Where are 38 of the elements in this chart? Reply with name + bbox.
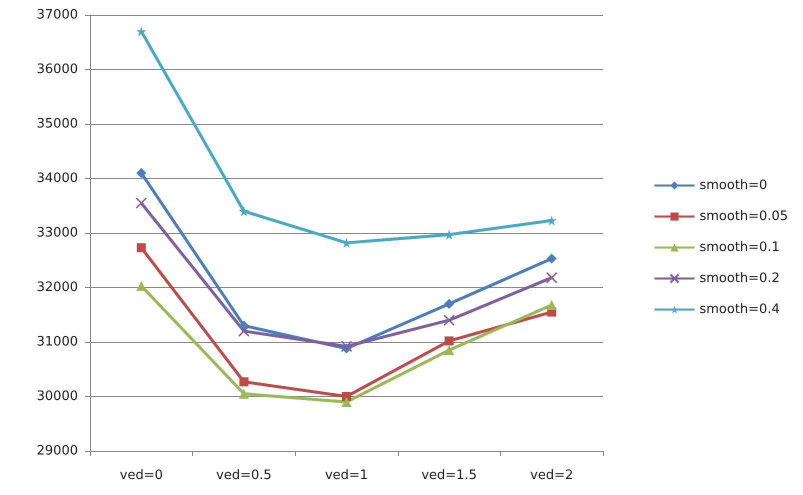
- point: [136, 243, 146, 252]
- y-tick-label: 35000: [36, 116, 78, 132]
- point: [238, 206, 249, 216]
- point: [342, 396, 352, 407]
- y-tick-label: 31000: [36, 334, 78, 350]
- point: [340, 340, 352, 352]
- point: [546, 300, 557, 310]
- legend-label: smooth=0.2: [699, 271, 780, 286]
- point: [443, 314, 455, 326]
- point: [238, 325, 250, 337]
- point: [342, 392, 351, 401]
- y-tick-label: 34000: [36, 171, 78, 186]
- y-tick-label: 36000: [36, 62, 78, 77]
- point: [546, 215, 557, 226]
- y-tick-label: 33000: [36, 226, 78, 240]
- y-tick-label: 37000: [36, 8, 78, 22]
- legend-label: smooth=0: [699, 178, 768, 193]
- point: [136, 26, 146, 36]
- x-tick-label: ved=1: [324, 468, 368, 483]
- point: [239, 377, 248, 386]
- x-tick-label: ved=0: [120, 468, 163, 483]
- point: [546, 272, 558, 284]
- point: [444, 345, 454, 356]
- y-tick-label: 32000: [36, 280, 78, 295]
- point: [136, 197, 148, 209]
- legend-label: smooth=0.1: [699, 240, 780, 255]
- point: [136, 168, 146, 178]
- legend-label: smooth=0.05: [699, 209, 788, 224]
- x-tick-label: ved=0.5: [216, 468, 272, 483]
- point: [444, 298, 454, 309]
- legend-label: smooth=0.4: [699, 302, 780, 317]
- y-tick-label: 30000: [36, 389, 78, 404]
- point: [546, 254, 557, 264]
- x-tick-label: ved=1.5: [421, 468, 477, 483]
- y-tick-label: 29000: [36, 444, 78, 458]
- x-tick-label: ved=2: [530, 468, 574, 483]
- point: [238, 388, 249, 399]
- point: [444, 336, 454, 346]
